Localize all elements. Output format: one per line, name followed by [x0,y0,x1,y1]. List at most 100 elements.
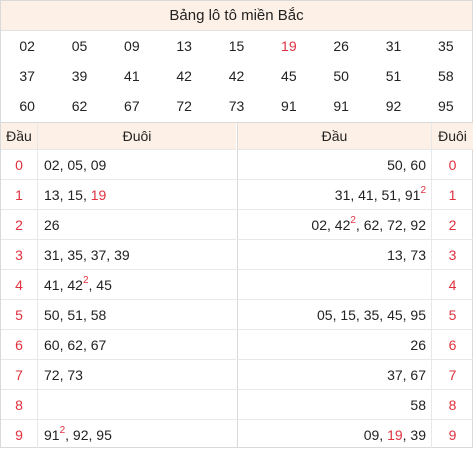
loto-number: 92 [410,217,426,233]
head-digit: 6 [15,337,23,353]
tail-values: 60, 62, 67 [44,337,107,353]
prize-number: 39 [71,68,88,84]
loto-number: 09 [90,157,107,173]
loto-number: 09 [363,427,380,443]
loto-number: 15 [67,187,83,203]
loto-number: 95 [410,307,426,323]
loto-number: 42 [67,277,83,293]
table-row: 0 02, 05, 09 [1,149,236,180]
table-row: 13, 73 3 [238,239,473,270]
loto-number: 35 [67,247,83,263]
loto-number: 13 [44,187,60,203]
prize-number: 62 [71,98,88,114]
head-col-header: Đầu [238,123,431,149]
loto-number: 92 [72,427,89,443]
prize-number: 91 [333,98,349,114]
loto-number: 02 [44,157,60,173]
tail-digit: 0 [448,157,457,173]
loto-number: 60 [44,337,60,353]
tail-digit: 5 [448,307,457,323]
loto-number: 58 [90,307,107,323]
tail-digit: 3 [448,247,457,263]
prize-number: 95 [438,98,454,114]
table-row: 4 41, 422, 45 [1,269,236,300]
head-digit: 2 [15,217,23,233]
head-digit: 7 [15,367,23,383]
tail-digit: 4 [448,277,457,293]
prize-number: 60 [19,98,35,114]
prize-row: 37 39 41 42 42 45 50 51 58 [1,61,472,91]
head-digit: 5 [15,307,23,323]
loto-number: 73 [67,367,83,383]
prize-number: 72 [176,98,192,114]
loto-number: 91 [44,427,60,443]
loto-number: 19 [90,187,107,203]
prize-number: 67 [124,98,140,114]
tail-values: 50, 51, 58 [44,307,107,323]
table-row: 1 13, 15, 19 [1,179,236,210]
loto-number: 37 [387,367,403,383]
tail-digit: 6 [448,337,457,353]
loto-number: 45 [96,277,112,293]
head-values: 31, 41, 51, 912 [334,185,426,203]
head-values: 09, 19, 39 [363,427,426,443]
head-digit: 9 [15,427,23,443]
table-row: 3 31, 35, 37, 39 [1,239,236,270]
head-table: Đầu Đuôi 0 02, 05, 09 1 13, 15, 19 2 26 3 31, 3… [1,123,236,448]
prize-number: 42 [176,68,192,84]
tail-values: 912, 92, 95 [44,425,112,443]
loto-number: 91 [404,187,421,203]
tail-values: 26 [44,210,60,240]
head-values: 58 [410,390,426,420]
head-digit: 1 [15,187,23,203]
head-values: 13, 73 [387,247,426,263]
prize-number: 41 [124,68,140,84]
loto-number: 67 [410,367,426,383]
prize-number: 42 [228,68,245,84]
loto-number: 58 [410,397,426,413]
tail-values: 02, 05, 09 [44,157,107,173]
table-row: 8 [1,389,236,420]
tail-digit: 1 [448,187,457,203]
table-row: 58 8 [238,389,473,420]
tail-values: 72, 73 [44,367,83,383]
loto-number: 45 [387,307,403,323]
head-col-header: Đầu [1,123,37,149]
tail-table: Đầu Đuôi 50, 60 0 31, 41, 51, 912 1 02, 422,… [237,123,473,448]
prize-number: 15 [228,38,245,54]
loto-number: 41 [44,277,60,293]
table-row: 26 6 [238,329,473,360]
head-digit: 0 [15,157,23,173]
prize-number: 37 [19,68,35,84]
table-row: 02, 422, 62, 72, 92 2 [238,209,473,240]
table-row: 2 26 [1,209,236,240]
tail-values: 31, 35, 37, 39 [44,247,130,263]
loto-number: 51 [67,307,83,323]
loto-number: 31 [44,247,60,263]
prize-number: 31 [385,38,402,54]
table-row: 05, 15, 35, 45, 95 5 [238,299,473,330]
loto-number: 67 [90,337,107,353]
tail-digit: 7 [448,367,457,383]
loto-number: 73 [410,247,426,263]
table-row: 50, 60 0 [238,149,473,180]
loto-number: 72 [387,217,403,233]
head-values: 37, 67 [387,367,426,383]
tail-col-header: Đuôi [38,123,236,149]
loto-number: 31 [334,187,351,203]
prize-number: 73 [228,98,245,114]
prize-number: 58 [438,68,454,84]
loto-number: 95 [96,427,112,443]
table-row: 09, 19, 39 9 [238,419,473,450]
prize-number: 19 [281,38,297,54]
prize-number: 50 [333,68,349,84]
loto-number: 50 [387,157,403,173]
loto-number: 35 [363,307,380,323]
repeat-count: 2 [82,275,89,287]
loto-number: 60 [410,157,426,173]
column-divider [431,123,432,448]
prize-row: 60 62 67 72 73 91 91 92 95 [1,91,472,121]
table-row: 9 912, 92, 95 [1,419,236,450]
table-row: 7 72, 73 [1,359,236,390]
loto-number: 37 [90,247,107,263]
